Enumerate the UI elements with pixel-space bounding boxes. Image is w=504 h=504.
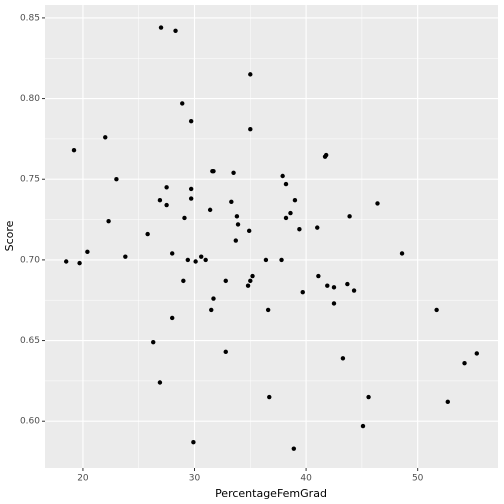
point (340, 356, 346, 361)
point (103, 135, 108, 140)
point (279, 257, 284, 263)
point (123, 254, 128, 259)
x-tick-label: 40 (300, 474, 312, 484)
point (325, 283, 330, 288)
y-tick-label: 0.65 (20, 336, 40, 346)
x-axis-title: PercentageFemGrad (215, 487, 327, 500)
point (157, 198, 163, 203)
point (193, 259, 198, 264)
point (185, 257, 191, 263)
point (283, 181, 289, 187)
point (203, 257, 208, 263)
point (207, 207, 213, 213)
x-tick-label: 20 (77, 474, 89, 484)
point (399, 251, 405, 256)
point (157, 380, 163, 385)
point (283, 215, 289, 221)
point (164, 202, 169, 208)
point (145, 231, 150, 237)
point (114, 177, 119, 182)
point (188, 186, 194, 192)
point (151, 339, 156, 345)
point (158, 25, 164, 30)
point (316, 273, 321, 279)
point (246, 228, 252, 234)
point (211, 296, 216, 301)
y-tick-label: 0.80 (20, 94, 40, 104)
point (71, 147, 77, 153)
point (106, 218, 111, 224)
x-tick-label: 50 (412, 474, 424, 484)
point (182, 215, 187, 221)
point (331, 301, 337, 306)
point (360, 423, 366, 429)
point (462, 360, 467, 366)
panel (45, 5, 498, 468)
point (231, 170, 236, 175)
point (209, 307, 214, 313)
point (223, 349, 228, 355)
point (233, 238, 238, 243)
point (474, 351, 480, 356)
point (223, 278, 228, 284)
point (265, 307, 271, 313)
point (366, 394, 371, 400)
point (300, 289, 305, 295)
point (322, 154, 328, 159)
y-axis-title: Score (3, 220, 16, 251)
point (188, 196, 194, 201)
point (210, 168, 215, 174)
point (169, 251, 175, 256)
point (169, 315, 175, 321)
point (248, 72, 253, 77)
point (248, 278, 253, 284)
point (234, 214, 240, 219)
point (434, 307, 439, 313)
point (250, 273, 255, 279)
point (267, 394, 272, 400)
point (315, 225, 320, 230)
point (345, 281, 350, 287)
point (63, 259, 69, 264)
point (245, 283, 251, 288)
point (263, 257, 269, 263)
x-tick-label: 30 (189, 474, 201, 484)
point (297, 227, 302, 232)
point (351, 288, 357, 293)
point (445, 399, 450, 405)
y-tick-label: 0.60 (20, 417, 40, 427)
point (181, 278, 186, 284)
y-tick-label: 0.85 (20, 13, 40, 23)
point (199, 254, 204, 259)
point (188, 118, 194, 124)
point (347, 214, 352, 219)
point (77, 260, 82, 266)
point (235, 222, 241, 227)
point (331, 285, 337, 290)
point (85, 249, 90, 255)
y-tick-label: 0.70 (20, 255, 40, 265)
point (248, 127, 253, 132)
point (375, 201, 380, 206)
point (292, 198, 298, 203)
point (173, 28, 178, 34)
point (288, 210, 293, 216)
point (180, 101, 185, 106)
y-tick-label: 0.75 (20, 175, 40, 185)
point (291, 446, 297, 451)
point (191, 439, 196, 445)
point (164, 185, 169, 190)
point (229, 199, 234, 205)
point (280, 173, 285, 179)
